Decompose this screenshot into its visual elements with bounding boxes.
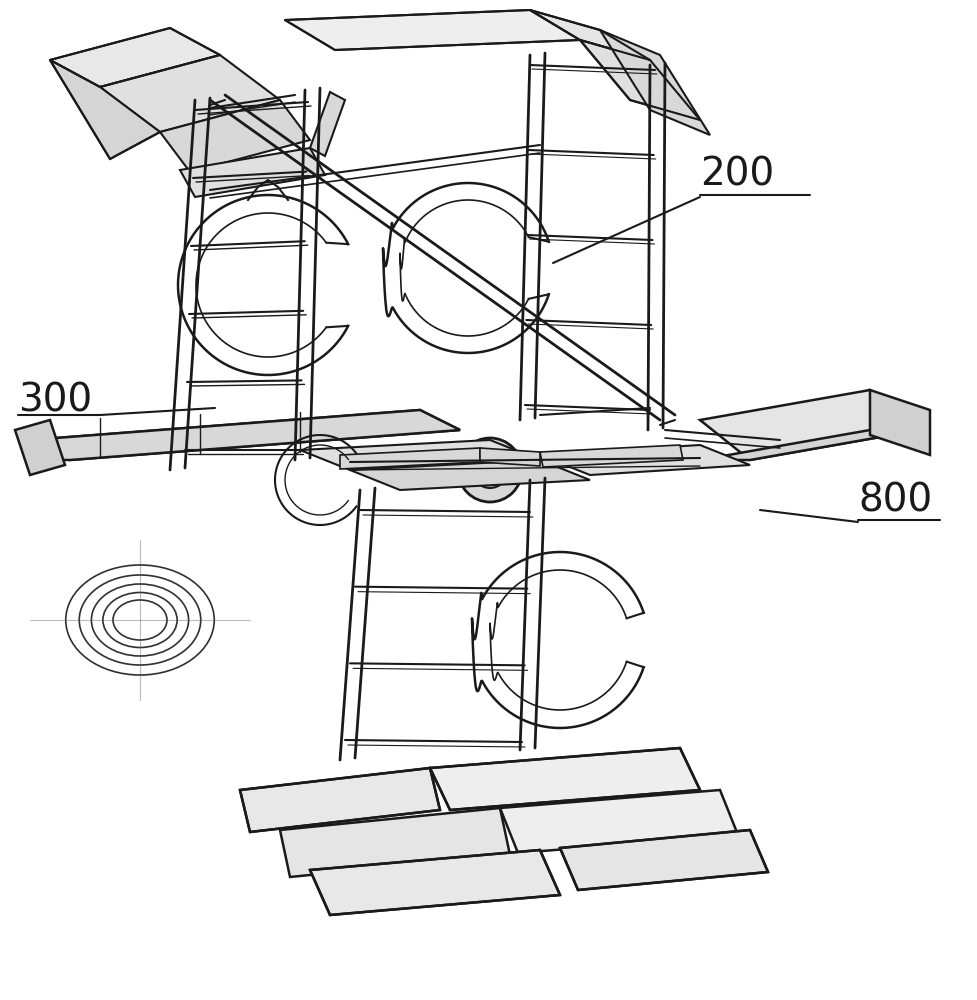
- Polygon shape: [430, 748, 700, 810]
- Polygon shape: [279, 808, 509, 877]
- Polygon shape: [599, 30, 709, 135]
- Polygon shape: [284, 10, 579, 50]
- Polygon shape: [50, 60, 160, 159]
- Polygon shape: [160, 100, 310, 172]
- Circle shape: [482, 462, 497, 478]
- Polygon shape: [870, 390, 929, 455]
- Text: 300: 300: [18, 381, 92, 419]
- Polygon shape: [310, 850, 560, 915]
- Polygon shape: [560, 830, 767, 890]
- Polygon shape: [340, 448, 480, 469]
- Polygon shape: [300, 440, 539, 470]
- Polygon shape: [239, 768, 440, 832]
- Polygon shape: [310, 92, 345, 156]
- Circle shape: [472, 452, 507, 488]
- Text: 200: 200: [700, 156, 774, 194]
- Polygon shape: [180, 148, 324, 197]
- Circle shape: [457, 438, 522, 502]
- Polygon shape: [100, 55, 279, 132]
- Text: 800: 800: [857, 481, 931, 519]
- Polygon shape: [700, 390, 919, 460]
- Polygon shape: [480, 448, 539, 466]
- Polygon shape: [350, 460, 589, 490]
- Polygon shape: [579, 40, 700, 120]
- Polygon shape: [539, 445, 749, 475]
- Polygon shape: [530, 10, 650, 60]
- Polygon shape: [30, 410, 459, 460]
- Polygon shape: [499, 790, 738, 853]
- Polygon shape: [539, 445, 682, 467]
- Polygon shape: [50, 28, 220, 87]
- Polygon shape: [700, 430, 919, 460]
- Polygon shape: [30, 410, 459, 460]
- Polygon shape: [15, 420, 64, 475]
